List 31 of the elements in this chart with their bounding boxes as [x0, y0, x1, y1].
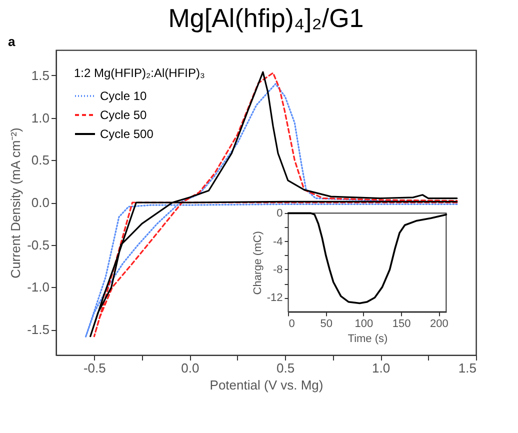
- y-tick-label: -8: [272, 264, 283, 276]
- x-tick-label: 0: [288, 318, 295, 330]
- y-tick-label: 0: [276, 208, 283, 220]
- legend-label: Cycle 10: [100, 89, 148, 103]
- legend-label: Cycle 500: [100, 127, 154, 141]
- line-series: [287, 212, 448, 304]
- x-axis-title: Potential (V vs. Mg): [210, 378, 324, 392]
- y-tick-label: 0.0: [31, 195, 50, 210]
- x-tick-label: 50: [320, 318, 332, 330]
- x-tick-label: 1.5: [458, 360, 476, 376]
- x-tick-label: 1.0: [372, 360, 390, 376]
- y-tick-label: -12: [266, 292, 283, 304]
- x-axis-title: Time (s): [348, 333, 388, 346]
- y-axis-title: Charge (mC): [252, 231, 264, 295]
- y-tick-label: 1.0: [31, 110, 50, 126]
- x-tick-label: 0.0: [181, 360, 200, 376]
- y-axis-title: Current Density (mA cm⁻²): [8, 128, 24, 278]
- y-tick-label: 0.5: [31, 152, 50, 168]
- x-tick-label: 100: [354, 318, 374, 330]
- x-tick-label: 150: [392, 318, 411, 330]
- legend-title: 1:2 Mg(HFIP)₂:Al(HFIP)₃: [74, 66, 205, 80]
- x-tick-label: -0.5: [83, 360, 106, 376]
- y-tick-label: -0.5: [27, 237, 50, 252]
- y-tick-label: -1.5: [27, 322, 50, 338]
- x-tick-label: 200: [430, 318, 448, 330]
- legend-label: Cycle 50: [100, 108, 148, 122]
- y-tick-label: -4: [272, 236, 283, 248]
- text: a: [8, 34, 16, 49]
- chart-title: Mg[Al(hfip)₄]₂/G1: [168, 3, 364, 33]
- y-tick-label: 1.5: [31, 68, 50, 83]
- y-tick-label: -1.0: [27, 280, 50, 295]
